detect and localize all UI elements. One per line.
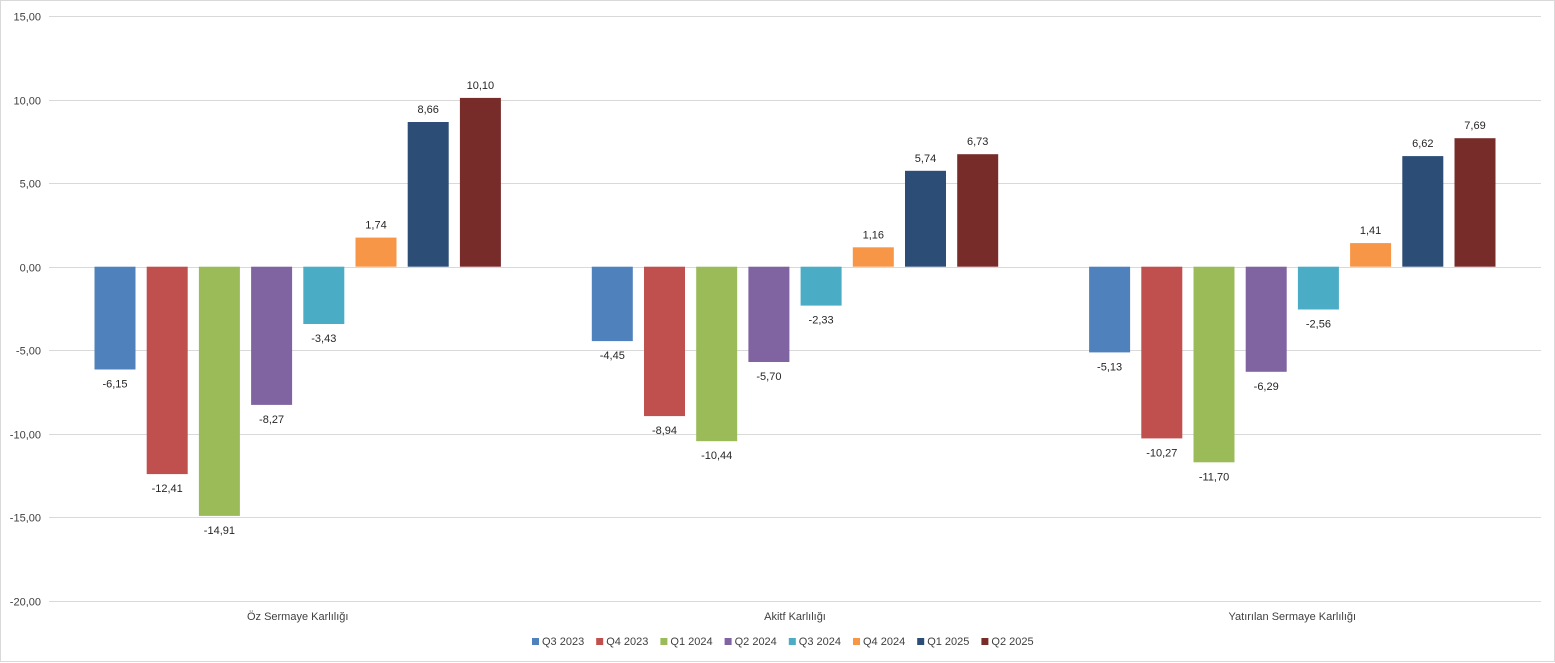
bar xyxy=(1402,156,1444,267)
x-category-label: Öz Sermaye Karlılığı xyxy=(247,611,348,623)
y-tick-label: -5,00 xyxy=(16,346,41,358)
y-tick-label: -10,00 xyxy=(10,430,41,442)
data-label: -2,56 xyxy=(1306,319,1331,331)
data-label: -10,27 xyxy=(1146,447,1177,459)
data-label: -11,70 xyxy=(1199,471,1229,483)
legend-item: Q1 2025 xyxy=(917,636,969,648)
data-labels: -6,15 -12,41 -14,91 -8,27 -3,43 1,74 8,66 10,10… xyxy=(102,80,1485,537)
legend-swatch xyxy=(724,638,732,645)
bar xyxy=(251,266,293,405)
bar xyxy=(1141,266,1183,439)
bar xyxy=(1350,243,1392,267)
data-label: 10,10 xyxy=(467,80,495,92)
bar xyxy=(1089,266,1131,353)
legend-swatch xyxy=(532,638,539,645)
bar xyxy=(957,154,999,267)
bar xyxy=(800,266,842,306)
y-tick-label: 10,00 xyxy=(13,96,41,108)
y-tick-label: -15,00 xyxy=(10,513,41,525)
legend-label: Q3 2024 xyxy=(799,636,841,648)
data-label: -10,44 xyxy=(701,450,732,462)
legend-label: Q2 2025 xyxy=(991,636,1033,648)
bar xyxy=(1454,138,1496,267)
legend-swatch xyxy=(981,638,989,645)
legend-item: Q2 2024 xyxy=(724,636,777,648)
x-axis-category-labels: Öz Sermaye Karlılığı Akitf Karlılığı Yatır… xyxy=(247,611,1356,623)
data-label: 5,74 xyxy=(915,153,936,165)
bar xyxy=(852,247,894,267)
legend-swatch xyxy=(596,638,604,645)
legend-swatch xyxy=(660,638,668,645)
bar xyxy=(198,266,240,516)
bar xyxy=(1193,266,1235,463)
data-label: -8,94 xyxy=(652,425,677,437)
x-category-label: Akitf Karlılığı xyxy=(764,611,826,623)
data-label: 6,73 xyxy=(967,136,988,148)
data-label: 6,62 xyxy=(1412,138,1433,150)
bar xyxy=(748,266,790,362)
legend-item: Q1 2024 xyxy=(660,636,713,648)
bar xyxy=(1297,266,1339,310)
legend-label: Q3 2023 xyxy=(542,636,584,648)
legend-label: Q4 2023 xyxy=(606,636,648,648)
data-label: -12,41 xyxy=(152,483,183,495)
bar xyxy=(146,266,188,475)
data-label: 1,41 xyxy=(1360,225,1381,237)
data-label: 7,69 xyxy=(1464,120,1485,132)
legend-label: Q1 2024 xyxy=(670,636,712,648)
data-label: 8,66 xyxy=(417,104,438,116)
bar xyxy=(459,97,501,267)
legend-item: Q4 2023 xyxy=(596,636,648,648)
y-tick-label: 0,00 xyxy=(20,263,41,275)
legend: Q3 2023 Q4 2023 Q1 2024 Q2 2024 Q3 2024 Q4 20… xyxy=(532,636,1034,648)
legend-label: Q4 2024 xyxy=(863,636,905,648)
data-label: -8,27 xyxy=(259,414,284,426)
y-axis-tick-labels: 15,00 10,00 5,00 0,00 -5,00 -10,00 -15,00 -20,0… xyxy=(10,12,41,609)
data-label: 1,74 xyxy=(365,220,386,232)
bar xyxy=(407,122,449,267)
bar xyxy=(591,266,633,342)
data-label: -2,33 xyxy=(809,315,834,327)
data-label: -3,43 xyxy=(311,333,336,345)
data-label: -6,15 xyxy=(102,379,127,391)
gridlines xyxy=(49,16,1541,602)
y-tick-label: -20,00 xyxy=(10,597,41,609)
legend-swatch xyxy=(917,638,925,645)
y-tick-label: 15,00 xyxy=(13,12,41,24)
bar xyxy=(355,237,397,267)
data-label: 1,16 xyxy=(863,229,884,241)
y-tick-label: 5,00 xyxy=(20,179,41,191)
data-label: -4,45 xyxy=(600,350,625,362)
x-category-label: Yatırılan Sermaye Karlılığı xyxy=(1229,611,1357,623)
bar xyxy=(644,266,685,417)
bar xyxy=(303,266,345,324)
bar xyxy=(696,266,738,442)
legend-item: Q2 2025 xyxy=(981,636,1034,648)
legend-item: Q3 2024 xyxy=(788,636,841,648)
bar xyxy=(1245,266,1287,372)
legend-swatch xyxy=(788,638,796,645)
legend-item: Q3 2023 xyxy=(532,636,584,648)
data-label: -14,91 xyxy=(204,525,235,537)
data-label: -5,13 xyxy=(1097,362,1122,374)
legend-label: Q2 2024 xyxy=(735,636,777,648)
bar-series-group xyxy=(94,97,1496,516)
legend-swatch xyxy=(853,638,860,645)
data-label: -6,29 xyxy=(1254,381,1279,393)
legend-label: Q1 2025 xyxy=(927,636,969,648)
data-label: -5,70 xyxy=(756,371,781,383)
bar xyxy=(905,170,946,267)
bar xyxy=(94,266,136,370)
legend-item: Q4 2024 xyxy=(853,636,905,648)
